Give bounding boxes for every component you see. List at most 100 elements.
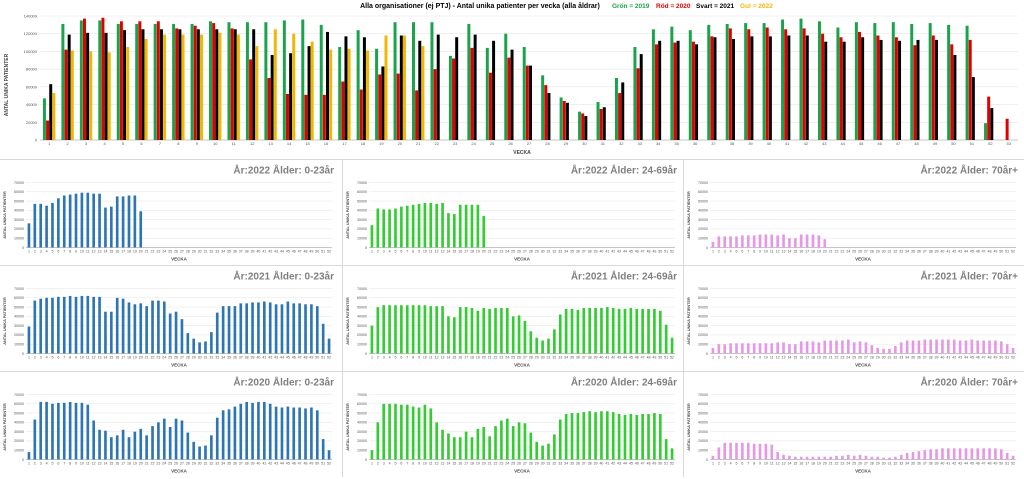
bar-week-19 [133, 195, 137, 248]
x-tick-label: 19 [817, 356, 821, 360]
bar-week-11 [86, 192, 90, 248]
x-tick-label: 36 [233, 462, 237, 466]
bar-week-32 [894, 456, 897, 460]
bar-week-4 [45, 401, 48, 460]
bar-2021-week-32 [621, 82, 625, 140]
x-tick-label: 34 [905, 462, 909, 466]
bar-week-46 [976, 340, 980, 354]
bar-week-50 [999, 449, 1003, 460]
x-tick-label: 32 [552, 250, 556, 254]
x-tick-label: 25 [511, 250, 515, 254]
x-tick-label: 22 [494, 462, 498, 466]
x-tick-label: 17 [805, 356, 809, 360]
bar-week-27 [864, 455, 868, 460]
bar-week-6 [741, 343, 744, 354]
y-axis-label: ANTAL UNIKA PATIENTER [687, 191, 691, 239]
bar-week-50 [658, 414, 662, 460]
bar-2021-week-29 [565, 102, 569, 140]
x-tick-label: 24 [846, 356, 850, 360]
bar-week-2 [376, 208, 380, 248]
x-tick-label: 52 [988, 141, 993, 146]
bar-2022-week-13 [273, 29, 277, 141]
bar-week-26 [858, 341, 862, 354]
x-tick-label: 7 [159, 141, 162, 146]
x-tick-label: 51 [1005, 462, 1009, 466]
x-tick-label: 24 [162, 356, 166, 360]
bar-2022-week-5 [126, 47, 130, 140]
bar-week-6 [741, 235, 744, 248]
bar-week-32 [553, 434, 556, 460]
bar-week-28 [870, 345, 874, 354]
bar-week-3 [723, 236, 727, 248]
x-tick-label: 47 [641, 250, 645, 254]
x-tick-label: 45 [859, 141, 864, 146]
bar-week-14 [447, 213, 450, 248]
bar-week-5 [394, 208, 397, 248]
bar-2021-week-9 [196, 29, 200, 141]
small-chart-8: År:2020 Ålder: 24-69år 0 10000 20000 30000 40… [346, 376, 677, 474]
bar-week-26 [858, 454, 862, 460]
bar-2019-week-39 [744, 23, 748, 140]
x-tick-label: 48 [988, 250, 992, 254]
y-axis-label: ANTAL UNIKA PATIENTER [687, 403, 691, 451]
y-tick-label: 60000 [357, 402, 367, 406]
bar-2021-week-49 [934, 39, 938, 140]
bar-2022-week-8 [181, 34, 185, 140]
x-tick-label: 20 [139, 356, 143, 360]
y-tick-label: 40000 [14, 315, 24, 319]
bar-2020-week-3 [82, 18, 86, 140]
bar-2020-week-36 [691, 41, 695, 140]
bar-2020-week-52 [987, 96, 991, 140]
y-tick-label: 10000 [357, 343, 367, 347]
x-tick-label: 49 [652, 356, 656, 360]
y-tick-label: 40000 [14, 209, 24, 213]
bar-2020-week-49 [931, 35, 935, 140]
bar-week-4 [388, 209, 391, 248]
x-axis-label: VECKA [514, 363, 531, 368]
x-tick-label: 44 [840, 141, 845, 146]
bar-2020-week-51 [968, 39, 972, 140]
x-tick-label: 19 [476, 356, 480, 360]
x-tick-label: 39 [251, 356, 255, 360]
bar-week-5 [394, 403, 397, 460]
x-tick-label: 46 [976, 462, 980, 466]
bar-week-1 [27, 223, 31, 248]
bar-week-29 [192, 441, 196, 460]
x-tick-label: 38 [929, 462, 933, 466]
bar-week-25 [168, 427, 172, 460]
bar-2019-week-30 [578, 111, 582, 140]
bar-week-32 [210, 435, 213, 460]
x-tick-label: 31 [887, 250, 891, 254]
x-tick-label: 32 [209, 356, 213, 360]
x-tick-label: 21 [829, 356, 833, 360]
bar-2019-week-15 [301, 19, 305, 141]
x-tick-label: 43 [822, 141, 827, 146]
bar-2021-week-41 [787, 35, 791, 140]
bar-week-17 [805, 456, 809, 460]
bar-week-7 [62, 402, 66, 460]
x-tick-label: 4 [730, 356, 732, 360]
x-tick-label: 5 [735, 462, 737, 466]
x-tick-label: 10 [423, 250, 427, 254]
bar-week-4 [388, 403, 391, 460]
y-tick-label: 10000 [14, 449, 24, 453]
x-tick-label: 45 [286, 462, 290, 466]
x-tick-label: 13 [782, 356, 786, 360]
x-tick-label: 22 [435, 141, 440, 146]
x-tick-label: 15 [109, 356, 113, 360]
bar-week-1 [27, 326, 31, 354]
x-tick-label: 36 [576, 356, 580, 360]
x-tick-label: 12 [435, 356, 439, 360]
x-tick-label: 32 [893, 356, 897, 360]
x-tick-label: 46 [635, 356, 639, 360]
bar-week-19 [817, 456, 821, 460]
bar-week-49 [994, 448, 997, 460]
bar-2019-week-43 [817, 21, 821, 140]
x-tick-label: 6 [400, 356, 402, 360]
x-tick-label: 44 [964, 250, 968, 254]
x-tick-label: 36 [576, 250, 580, 254]
bar-2020-week-47 [894, 37, 898, 140]
bar-2020-week-43 [821, 33, 825, 140]
x-tick-label: 2 [377, 356, 379, 360]
x-tick-label: 46 [635, 462, 639, 466]
